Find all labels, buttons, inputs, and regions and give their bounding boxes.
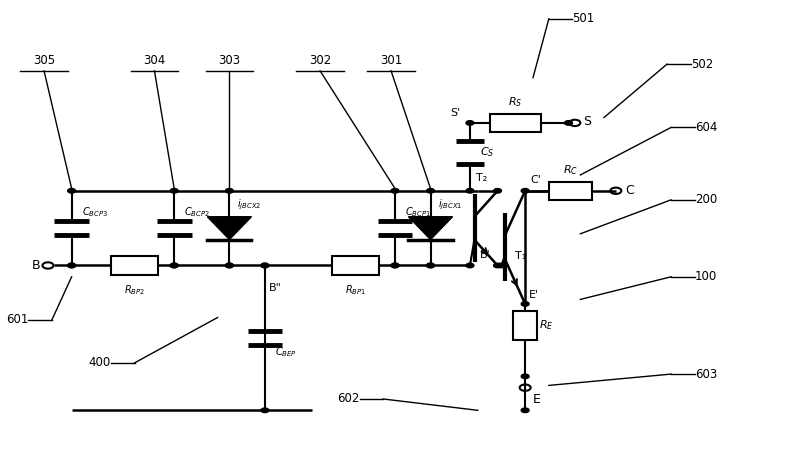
Text: 301: 301 [380, 54, 403, 67]
Text: $C_{BCP3}$: $C_{BCP3}$ [82, 205, 108, 219]
Circle shape [391, 263, 399, 268]
Text: E: E [533, 393, 541, 406]
Bar [332, 257, 380, 275]
Text: E': E' [529, 290, 539, 301]
Text: B: B [32, 259, 40, 272]
Circle shape [225, 263, 233, 268]
Polygon shape [207, 217, 252, 240]
Circle shape [521, 408, 529, 413]
Circle shape [225, 188, 233, 193]
Polygon shape [408, 217, 453, 240]
Circle shape [67, 263, 75, 268]
Text: S': S' [450, 109, 461, 118]
Text: 305: 305 [33, 54, 55, 67]
Circle shape [521, 301, 529, 306]
Text: $i_{jBCX1}$: $i_{jBCX1}$ [438, 197, 463, 212]
Text: $R_S$: $R_S$ [508, 95, 522, 109]
Text: $R_C$: $R_C$ [563, 163, 578, 177]
Bar [490, 114, 541, 132]
Circle shape [170, 263, 178, 268]
Text: 604: 604 [695, 121, 717, 134]
Circle shape [494, 188, 502, 193]
Circle shape [261, 263, 269, 268]
Bar [513, 311, 537, 340]
Circle shape [426, 263, 434, 268]
Text: 400: 400 [89, 356, 111, 369]
Text: T₂: T₂ [476, 173, 488, 183]
Circle shape [67, 263, 75, 268]
Circle shape [426, 188, 434, 193]
Text: $C_{BCP1}$: $C_{BCP1}$ [405, 205, 431, 219]
Text: T₁: T₁ [515, 252, 526, 262]
Circle shape [426, 263, 434, 268]
Text: $R_E$: $R_E$ [539, 319, 554, 332]
Text: 302: 302 [309, 54, 331, 67]
Text: C: C [626, 184, 634, 197]
Text: 304: 304 [144, 54, 166, 67]
Text: $R_{BP1}$: $R_{BP1}$ [345, 284, 366, 297]
Circle shape [170, 263, 178, 268]
Circle shape [521, 374, 529, 379]
Bar [111, 257, 159, 275]
Text: 501: 501 [572, 12, 595, 25]
Circle shape [170, 188, 178, 193]
Text: $i_{jBCX2}$: $i_{jBCX2}$ [237, 197, 261, 212]
Circle shape [521, 188, 529, 193]
Circle shape [466, 188, 474, 193]
Text: 303: 303 [218, 54, 241, 67]
Circle shape [466, 263, 474, 268]
Text: 100: 100 [695, 270, 717, 283]
Circle shape [494, 263, 502, 268]
Circle shape [67, 188, 75, 193]
Text: S: S [584, 115, 592, 128]
Text: 502: 502 [691, 58, 713, 70]
Text: $C_{BCP2}$: $C_{BCP2}$ [184, 205, 210, 219]
Text: 601: 601 [6, 313, 29, 326]
Text: 200: 200 [695, 193, 717, 207]
Circle shape [498, 263, 506, 268]
Text: C': C' [530, 175, 541, 185]
Text: B': B' [480, 250, 491, 260]
Circle shape [565, 121, 572, 125]
Circle shape [391, 188, 399, 193]
Circle shape [466, 121, 474, 125]
Circle shape [225, 263, 233, 268]
Circle shape [391, 263, 399, 268]
Text: $C_S$: $C_S$ [480, 145, 495, 159]
Text: $R_{BP2}$: $R_{BP2}$ [124, 284, 145, 297]
Text: B": B" [269, 283, 282, 293]
Circle shape [261, 263, 269, 268]
Text: 603: 603 [695, 368, 717, 380]
Bar [549, 182, 592, 200]
Text: 602: 602 [337, 393, 360, 405]
Circle shape [261, 408, 269, 413]
Text: $C_{BEP}$: $C_{BEP}$ [276, 345, 297, 359]
